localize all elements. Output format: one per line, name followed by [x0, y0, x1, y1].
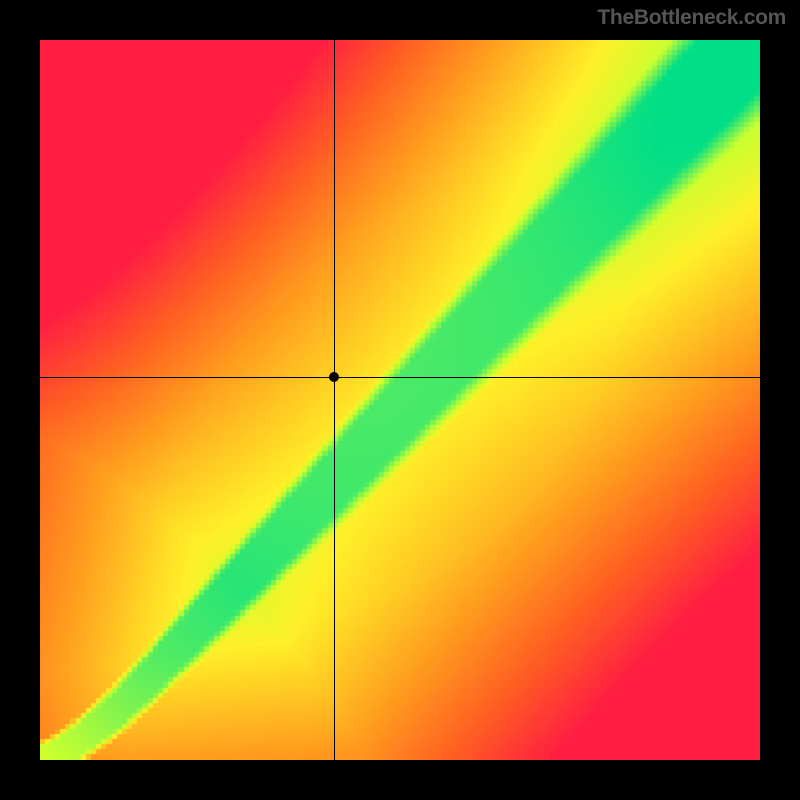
watermark-text: TheBottleneck.com	[597, 6, 786, 30]
plot-area	[40, 40, 760, 760]
chart-container: TheBottleneck.com	[0, 0, 800, 800]
heatmap-canvas	[40, 40, 760, 760]
